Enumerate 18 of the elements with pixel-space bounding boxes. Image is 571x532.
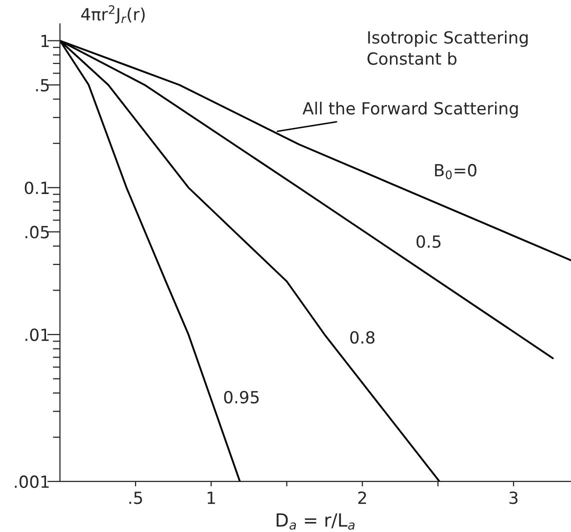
x-tick-label: 3 bbox=[510, 491, 518, 504]
y-tick-label: .001 bbox=[14, 475, 49, 488]
series-label: B$_{0}$=0 bbox=[435, 164, 476, 180]
series-label: 0.5 bbox=[416, 235, 441, 248]
text: Isotropic Scattering Constant b bbox=[368, 30, 528, 65]
y-axis-title: 4πr$^{2}$J$_{r}$(r) bbox=[81, 5, 145, 24]
series-label: 0.95 bbox=[224, 390, 259, 404]
x-axis-title: D$_{a}$ = r/L$_{a}$ bbox=[276, 513, 355, 530]
y-tick-label: 0.1 bbox=[24, 182, 49, 194]
x-tick-label: 1 bbox=[208, 492, 215, 504]
series-label: 0.8 bbox=[350, 331, 374, 344]
y-tick-label: .05 bbox=[26, 226, 49, 238]
x-tick-label: 2 bbox=[358, 491, 366, 504]
x-tick-label: .5 bbox=[129, 492, 142, 504]
y-tick-label: .5 bbox=[36, 79, 49, 92]
y-tick-label: 1 bbox=[41, 34, 49, 48]
annotation: All the Forward Scattering bbox=[302, 102, 518, 118]
y-tick-label: .01 bbox=[26, 328, 49, 342]
